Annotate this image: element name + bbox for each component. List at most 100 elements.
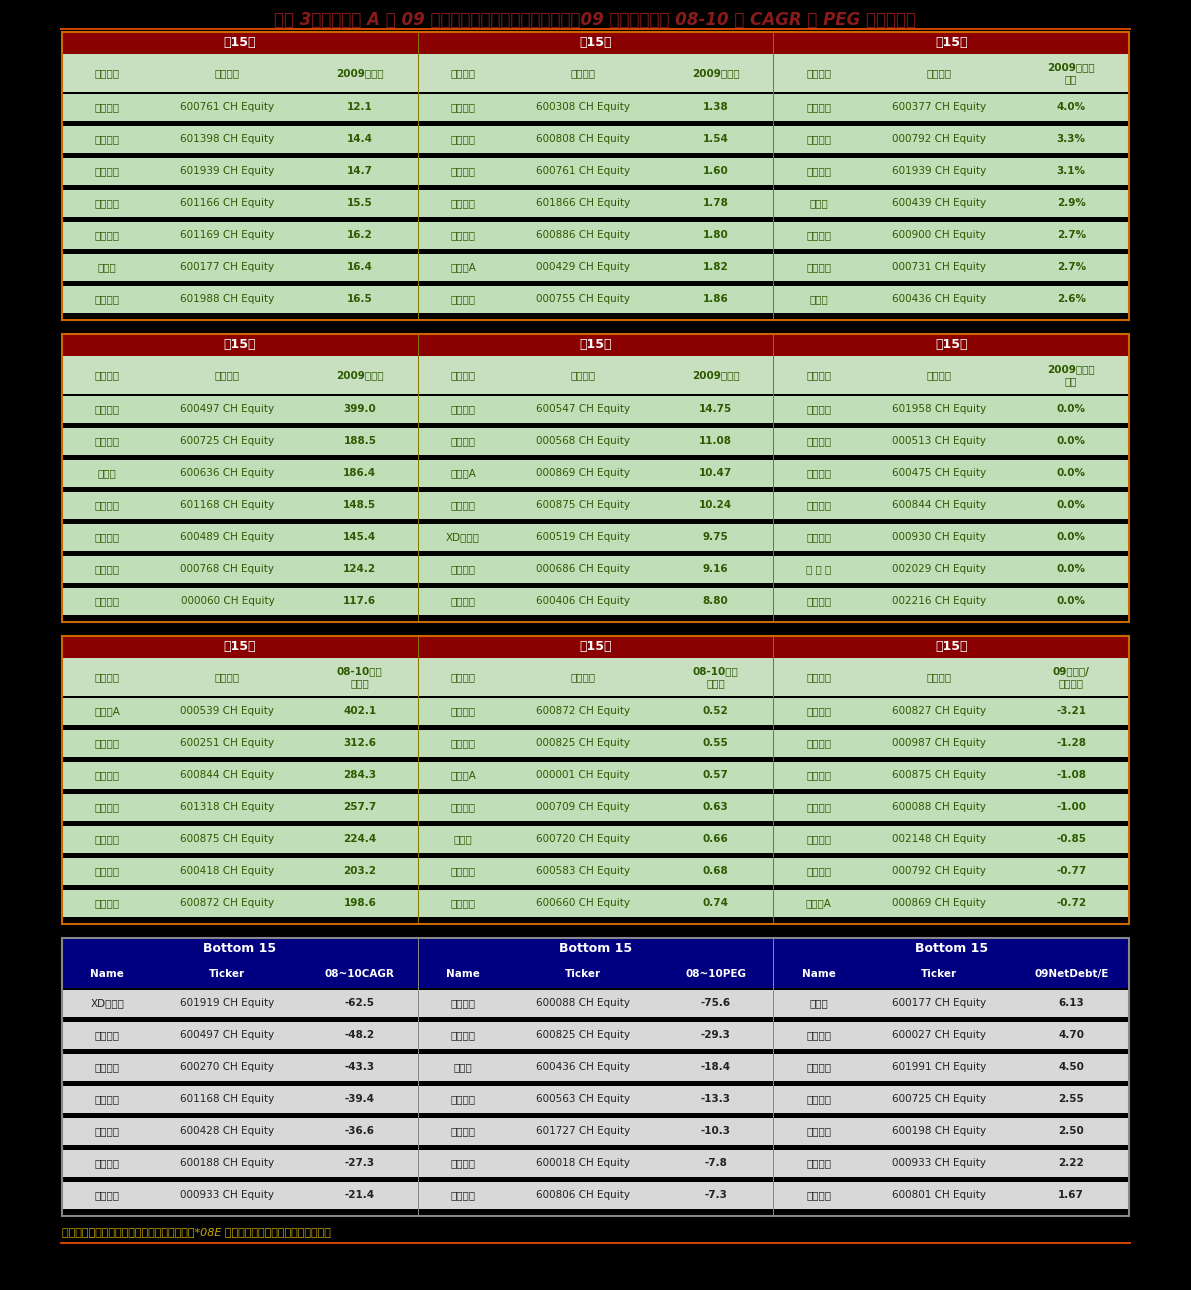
Bar <box>773 890 1129 917</box>
Text: 2.6%: 2.6% <box>1056 294 1086 304</box>
Bar <box>418 356 773 393</box>
Text: 600497 CH Equity: 600497 CH Equity <box>180 1031 274 1041</box>
Bar <box>773 286 1129 313</box>
Bar <box>773 94 1129 121</box>
Text: 284.3: 284.3 <box>343 770 376 780</box>
Text: 601727 CH Equity: 601727 CH Equity <box>536 1126 630 1136</box>
Text: 上海电气: 上海电气 <box>450 1126 475 1136</box>
Text: 大唐发电: 大唐发电 <box>806 1063 831 1072</box>
Bar <box>62 1118 418 1146</box>
Bar <box>773 795 1129 820</box>
Text: 16.5: 16.5 <box>347 294 373 304</box>
Bar <box>773 461 1129 488</box>
Text: 600660 CH Equity: 600660 CH Equity <box>536 899 630 908</box>
Text: 600406 CH Equity: 600406 CH Equity <box>536 596 630 606</box>
Text: 宁沪高速: 宁沪高速 <box>806 102 831 112</box>
Text: 601398 CH Equity: 601398 CH Equity <box>180 134 274 144</box>
Text: 友谊股份: 友谊股份 <box>806 707 831 716</box>
Text: 资料来源：彭博资讯，中金公司研究部。注：*08E 负债率是由市场预测数据计算得出。: 资料来源：彭博资讯，中金公司研究部。注：*08E 负债率是由市场预测数据计算得出… <box>62 1227 331 1237</box>
Text: 0.0%: 0.0% <box>1056 405 1086 414</box>
Text: 000686 CH Equity: 000686 CH Equity <box>536 565 630 574</box>
Bar <box>62 334 1129 622</box>
Text: 000933 CH Equity: 000933 CH Equity <box>892 1158 986 1169</box>
Text: 金钼股份: 金钼股份 <box>806 405 831 414</box>
Text: 601958 CH Equity: 601958 CH Equity <box>892 405 986 414</box>
Bar <box>62 222 418 249</box>
Text: 2.22: 2.22 <box>1059 1158 1084 1169</box>
Text: 600270 CH Equity: 600270 CH Equity <box>180 1063 274 1072</box>
Bar <box>62 94 418 121</box>
Text: 1.80: 1.80 <box>703 231 729 240</box>
Bar <box>418 1149 773 1176</box>
Bar <box>418 190 773 217</box>
Text: 600875 CH Equity: 600875 CH Equity <box>892 770 986 780</box>
Text: 片仔癀: 片仔癀 <box>810 294 828 304</box>
Text: 000768 CH Equity: 000768 CH Equity <box>180 565 274 574</box>
Text: -1.28: -1.28 <box>1056 738 1086 748</box>
Bar <box>418 254 773 281</box>
Bar <box>63 637 1128 924</box>
Text: 600844 CH Equity: 600844 CH Equity <box>892 501 986 511</box>
Text: 000429 CH Equity: 000429 CH Equity <box>536 262 630 272</box>
Text: 600308 CH Equity: 600308 CH Equity <box>536 102 630 112</box>
Bar <box>773 556 1129 583</box>
Text: 前15名: 前15名 <box>579 641 612 654</box>
Bar <box>773 396 1129 423</box>
Text: 600177 CH Equity: 600177 CH Equity <box>892 998 986 1009</box>
Text: 600547 CH Equity: 600547 CH Equity <box>536 405 630 414</box>
Text: 2009分红收
益率: 2009分红收 益率 <box>1047 364 1095 386</box>
Bar <box>62 762 418 789</box>
Bar <box>773 636 1129 658</box>
Bar <box>418 524 773 551</box>
Text: 10.24: 10.24 <box>699 501 732 511</box>
Text: 祁连山: 祁连山 <box>454 835 473 845</box>
Text: 片仔癀: 片仔癀 <box>454 1063 473 1072</box>
Text: 福耀玻璃: 福耀玻璃 <box>450 899 475 908</box>
Text: 0.0%: 0.0% <box>1056 468 1086 479</box>
Text: 601866 CH Equity: 601866 CH Equity <box>536 199 630 209</box>
Text: 1.60: 1.60 <box>703 166 729 177</box>
Text: 中矩高新: 中矩高新 <box>95 899 120 908</box>
Text: 东北证券: 东北证券 <box>450 565 475 574</box>
Text: 盐湖钾肥: 盐湖钾肥 <box>806 867 831 876</box>
Text: -13.3: -13.3 <box>700 1094 730 1104</box>
Text: 2.55: 2.55 <box>1059 1094 1084 1104</box>
Text: 2009分红收
益率: 2009分红收 益率 <box>1047 62 1095 84</box>
Text: 1.86: 1.86 <box>703 294 729 304</box>
Text: Ticker: Ticker <box>921 969 956 979</box>
Text: 丽珠集团: 丽珠集团 <box>806 436 831 446</box>
Bar <box>418 826 773 853</box>
Text: 西部矿业: 西部矿业 <box>95 1094 120 1104</box>
Bar <box>62 32 1129 320</box>
Text: 08-10市盈
增长率: 08-10市盈 增长率 <box>693 666 738 688</box>
Text: 冠农股份: 冠农股份 <box>95 738 120 748</box>
Text: 2.7%: 2.7% <box>1056 231 1086 240</box>
Text: 09NetDebt/E: 09NetDebt/E <box>1034 969 1109 979</box>
Text: 前15名: 前15名 <box>224 36 256 49</box>
Text: 10.47: 10.47 <box>699 468 732 479</box>
Text: 0.74: 0.74 <box>703 899 729 908</box>
Text: 股票代码: 股票代码 <box>927 370 952 381</box>
Text: 0.55: 0.55 <box>703 738 729 748</box>
Text: 前15名: 前15名 <box>224 641 256 654</box>
Text: 600720 CH Equity: 600720 CH Equity <box>536 835 630 845</box>
Text: 2.9%: 2.9% <box>1056 199 1086 209</box>
Text: 北京银行: 北京银行 <box>95 231 120 240</box>
Text: 4.70: 4.70 <box>1059 1031 1084 1041</box>
Text: 2.7%: 2.7% <box>1056 262 1086 272</box>
Bar <box>773 1022 1129 1049</box>
Text: 600872 CH Equity: 600872 CH Equity <box>180 899 274 908</box>
Bar <box>773 1086 1129 1113</box>
Bar <box>62 636 1129 924</box>
Text: Bottom 15: Bottom 15 <box>915 943 987 956</box>
Text: 0.68: 0.68 <box>703 867 729 876</box>
Text: 2.50: 2.50 <box>1059 1126 1084 1136</box>
Text: 600418 CH Equity: 600418 CH Equity <box>180 867 274 876</box>
Bar <box>773 32 1129 54</box>
Text: 0.0%: 0.0% <box>1056 565 1086 574</box>
Text: 神火股份: 神火股份 <box>806 1158 831 1169</box>
Text: 神火股份: 神火股份 <box>95 1191 120 1201</box>
Text: 中国银行: 中国银行 <box>95 294 120 304</box>
Text: 瑞贝卡: 瑞贝卡 <box>810 199 828 209</box>
Text: 三全食品: 三全食品 <box>806 596 831 606</box>
